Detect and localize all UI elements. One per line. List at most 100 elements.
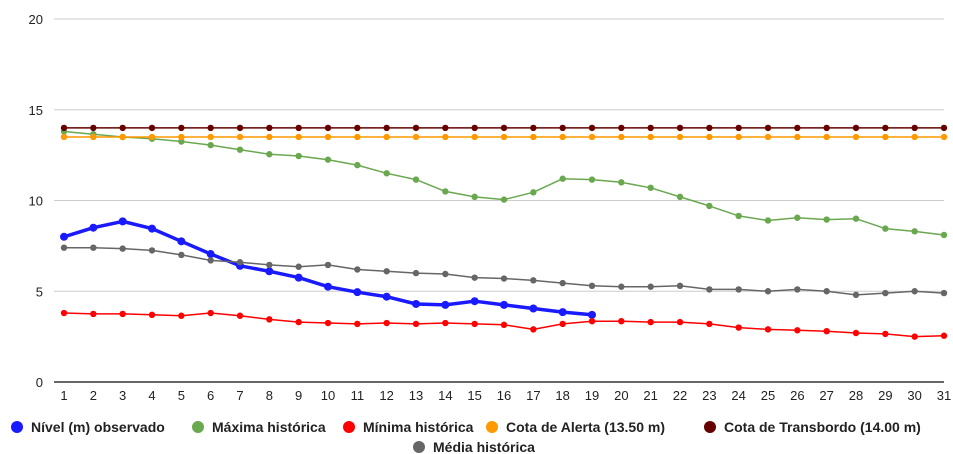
- data-point: [148, 124, 156, 132]
- x-tick-label: 10: [321, 388, 335, 403]
- data-point: [764, 288, 772, 295]
- data-point: [940, 124, 948, 132]
- x-tick-label: 1: [60, 388, 67, 403]
- data-point: [676, 318, 684, 326]
- x-tick-label: 9: [295, 388, 302, 403]
- data-point: [471, 320, 478, 328]
- data-point: [559, 279, 566, 287]
- data-point: [295, 263, 302, 270]
- data-point: [90, 310, 97, 318]
- x-tick-label: 8: [266, 388, 273, 403]
- series-5: [60, 124, 948, 132]
- data-point: [119, 133, 126, 141]
- data-point: [735, 324, 742, 331]
- data-point: [530, 133, 537, 141]
- data-point: [764, 124, 772, 132]
- data-point: [294, 273, 303, 282]
- data-point: [412, 269, 420, 277]
- data-point: [852, 291, 860, 299]
- legend-label: Mínima histórica: [363, 419, 474, 435]
- data-point: [90, 244, 97, 251]
- x-tick-label: 23: [702, 388, 716, 403]
- legend-label: Cota de Alerta (13.50 m): [506, 419, 665, 435]
- x-tick-label: 31: [937, 388, 951, 403]
- legend-label: Máxima histórica: [212, 419, 326, 435]
- data-point: [823, 327, 830, 335]
- data-point: [618, 283, 625, 290]
- data-point: [412, 320, 420, 328]
- data-point: [530, 189, 537, 196]
- data-point: [442, 133, 449, 141]
- x-tick-label: 13: [409, 388, 423, 403]
- data-point: [530, 277, 537, 284]
- data-point: [324, 124, 332, 132]
- y-tick-label: 20: [29, 12, 43, 27]
- data-point: [266, 261, 273, 269]
- data-point: [354, 161, 361, 169]
- data-point: [412, 133, 420, 141]
- data-point: [500, 321, 508, 329]
- legend-item: Nível (m) observado: [11, 419, 165, 435]
- data-point: [794, 286, 801, 293]
- data-point: [295, 152, 302, 160]
- data-point: [735, 124, 742, 132]
- data-point: [706, 320, 713, 328]
- data-point: [178, 124, 185, 132]
- data-point: [266, 316, 273, 323]
- data-point: [559, 320, 566, 328]
- data-point: [764, 326, 772, 333]
- data-point: [706, 133, 713, 141]
- x-tick-label: 24: [731, 388, 745, 403]
- data-point: [266, 151, 273, 158]
- x-tick-label: 20: [614, 388, 628, 403]
- data-point: [177, 237, 186, 246]
- data-point: [882, 225, 889, 232]
- x-tick-label: 25: [761, 388, 775, 403]
- data-point: [265, 267, 274, 276]
- x-tick-label: 29: [878, 388, 892, 403]
- data-point: [207, 309, 214, 317]
- x-tick-label: 6: [207, 388, 214, 403]
- data-point: [823, 288, 830, 295]
- legend-swatch: [192, 421, 204, 433]
- data-point: [324, 319, 332, 327]
- data-point: [794, 327, 801, 334]
- data-point: [882, 124, 889, 132]
- data-point: [295, 318, 302, 326]
- x-tick-label: 21: [643, 388, 657, 403]
- data-point: [794, 133, 801, 141]
- data-point: [236, 124, 244, 132]
- data-point: [442, 188, 449, 195]
- data-point: [354, 124, 361, 132]
- data-point: [940, 289, 948, 297]
- data-point: [383, 133, 390, 141]
- data-point: [471, 193, 478, 201]
- data-point: [618, 317, 625, 325]
- x-tick-label: 11: [351, 388, 365, 403]
- data-point: [588, 317, 596, 325]
- data-point: [382, 292, 391, 301]
- data-point: [442, 270, 449, 278]
- data-point: [588, 310, 596, 319]
- legend-label: Média histórica: [433, 439, 535, 454]
- data-point: [354, 133, 361, 141]
- y-tick-label: 10: [29, 194, 43, 209]
- x-tick-label: 30: [907, 388, 921, 403]
- data-point: [148, 247, 156, 254]
- data-point: [207, 124, 214, 132]
- data-point: [90, 124, 97, 132]
- data-point: [852, 329, 860, 337]
- legend-swatch: [413, 441, 425, 453]
- x-tick-label: 22: [673, 388, 687, 403]
- x-tick-label: 27: [819, 388, 833, 403]
- data-point: [706, 286, 713, 293]
- data-point: [647, 124, 654, 132]
- data-point: [588, 133, 596, 141]
- data-point: [236, 259, 244, 266]
- data-point: [60, 244, 68, 251]
- x-tick-label: 3: [119, 388, 126, 403]
- data-point: [618, 133, 625, 141]
- data-point: [119, 310, 126, 318]
- data-point: [324, 261, 332, 269]
- data-point: [588, 282, 596, 290]
